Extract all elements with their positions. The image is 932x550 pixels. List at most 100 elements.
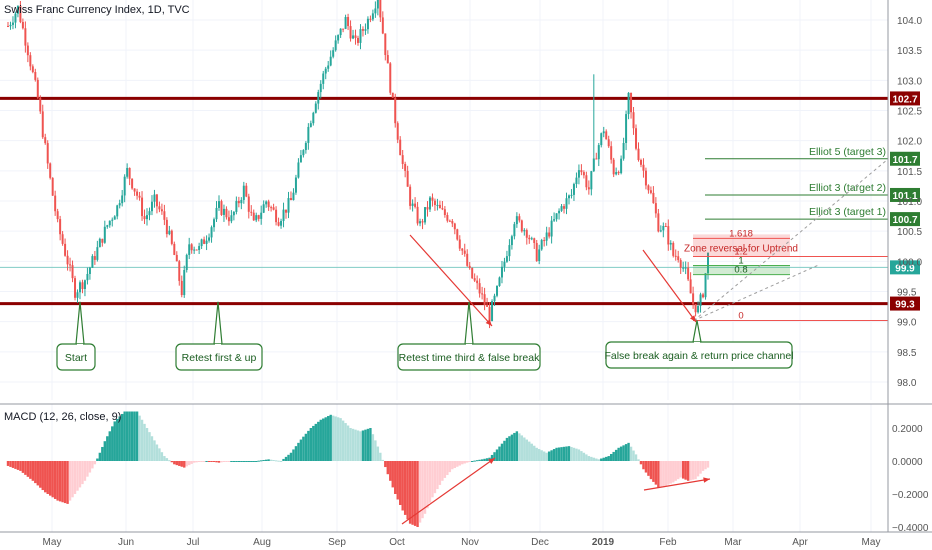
candle-body: [46, 143, 49, 164]
macd-bar: [88, 461, 92, 473]
candle-body: [433, 200, 436, 206]
macd-arrow-head: [488, 458, 495, 464]
macd-bar: [525, 439, 528, 461]
macd-bar: [287, 454, 290, 461]
macd-bar: [83, 461, 87, 481]
macd-bar: [339, 418, 342, 461]
candle-body: [667, 226, 670, 245]
macd-bar: [123, 411, 126, 461]
candle-body: [237, 200, 240, 204]
candle-body: [178, 261, 181, 281]
macd-title: MACD (12, 26, close, 9): [4, 411, 122, 423]
price-arrow-head: [485, 319, 492, 326]
candle-body: [545, 232, 548, 241]
time-tick-label: May: [43, 537, 62, 548]
candle-body: [183, 269, 186, 296]
candle-body: [314, 103, 317, 113]
macd-bar: [498, 446, 501, 461]
candle-body: [121, 195, 124, 204]
candle-body: [136, 191, 139, 196]
macd-bar: [545, 452, 548, 461]
callout-text: Retest first & up: [182, 352, 257, 364]
time-tick-label: Jul: [187, 537, 200, 548]
candle-body: [617, 172, 620, 174]
candle-body: [354, 35, 357, 38]
candle-body: [540, 240, 543, 250]
candle-body: [275, 209, 278, 223]
candle-body: [113, 216, 116, 220]
macd-bar: [292, 449, 295, 461]
macd-bar: [686, 461, 690, 481]
callout-pointer: [213, 301, 223, 345]
candle-body: [93, 256, 96, 260]
macd-bar: [634, 454, 638, 461]
macd-bar: [386, 461, 389, 475]
candle-body: [347, 17, 350, 27]
price-tick-label: 100.0: [897, 257, 922, 268]
macd-bar: [542, 451, 546, 461]
chart-drawings: Elliot 5 (target 3) Elliot 3 (target 2) El…: [56, 146, 888, 525]
candle-body: [66, 255, 69, 265]
macd-bar: [312, 425, 315, 461]
macd-bar: [237, 461, 241, 462]
candle-body: [304, 142, 307, 151]
macd-bar: [225, 461, 228, 462]
price-tick-label: 101.0: [897, 197, 922, 208]
candle-body: [585, 175, 588, 188]
price-tick-label: 102.0: [897, 137, 922, 148]
level-tag-label: 102.7: [892, 94, 917, 105]
candle-body: [317, 92, 320, 104]
macd-bar: [53, 461, 57, 499]
macd-bar: [681, 461, 685, 479]
macd-bar: [684, 461, 687, 480]
candle-body: [220, 201, 223, 215]
macd-bar: [145, 428, 149, 461]
candle-body: [443, 209, 446, 215]
macd-bar: [284, 456, 288, 461]
candle-body: [520, 220, 523, 232]
macd-bar: [438, 461, 442, 485]
macd-bar: [560, 447, 563, 461]
candle-body: [361, 29, 364, 31]
macd-bar: [39, 461, 42, 488]
fib-zone-green: [693, 265, 790, 275]
candle-body: [441, 208, 444, 210]
macd-bar: [91, 461, 94, 469]
macd-bar: [158, 448, 161, 461]
candle-body: [503, 261, 506, 267]
price-candles: [7, 0, 709, 329]
macd-bar: [699, 461, 702, 474]
macd-bar: [433, 461, 437, 494]
candle-body: [138, 195, 141, 198]
candle-body: [644, 170, 647, 186]
candle-body: [468, 265, 471, 268]
candle-body: [396, 123, 399, 140]
candle-body: [208, 237, 211, 241]
price-tick-label: 98.5: [897, 348, 917, 359]
macd-bar: [341, 420, 345, 461]
candle-body: [466, 253, 469, 266]
candle-body: [193, 249, 196, 251]
candle-body: [453, 223, 456, 230]
candle-body: [381, 17, 384, 34]
candle-body: [69, 264, 72, 266]
candle-body: [262, 204, 265, 213]
macd-bar: [76, 461, 79, 491]
macd-bar: [349, 428, 352, 461]
candle-body: [126, 167, 129, 177]
candle-body: [200, 239, 203, 247]
callout-pointer: [464, 301, 474, 345]
macd-bar: [533, 445, 536, 461]
macd-bar: [354, 429, 357, 461]
candle-body: [697, 306, 700, 313]
target-tag-label: 100.7: [892, 215, 917, 226]
candle-body: [438, 204, 441, 209]
candle-body: [287, 198, 290, 213]
candle-body: [637, 148, 640, 161]
macd-bar: [565, 446, 568, 461]
candle-body: [639, 160, 642, 165]
candle-body: [587, 187, 590, 190]
macd-bar: [617, 447, 620, 461]
